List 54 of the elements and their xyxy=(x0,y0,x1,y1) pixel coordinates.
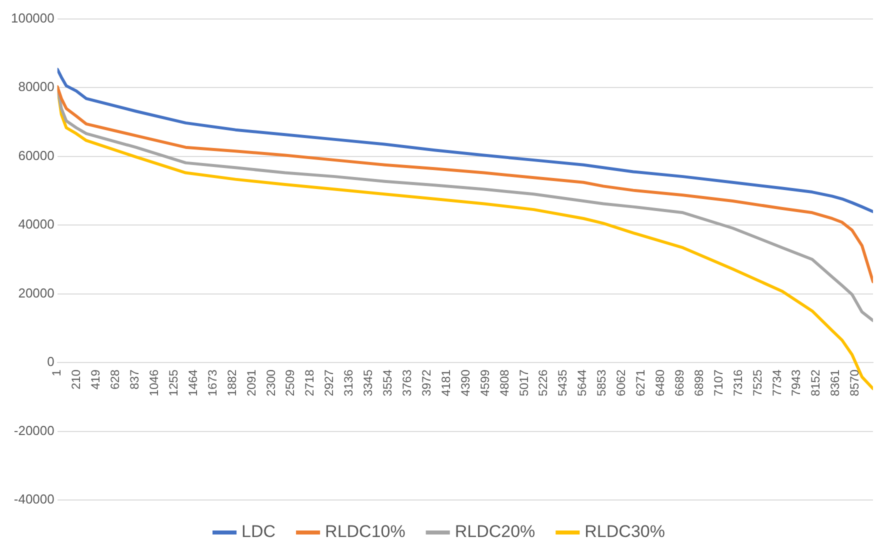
x-tick-label: 6271 xyxy=(634,369,648,396)
x-tick-label: 4599 xyxy=(478,369,492,396)
x-tick-label: 2718 xyxy=(302,369,317,396)
y-tick-label: 80000 xyxy=(18,79,54,94)
x-tick-label: 5226 xyxy=(536,369,550,396)
x-tick-label: 628 xyxy=(108,369,122,390)
x-tick-label: 5017 xyxy=(516,369,531,396)
x-tick-label: 2927 xyxy=(322,369,336,396)
y-tick-label: 60000 xyxy=(18,148,54,163)
x-tick-label: 7107 xyxy=(711,369,726,396)
x-tick-label: 8570 xyxy=(848,369,862,396)
x-tick-label: 837 xyxy=(128,369,142,390)
x-tick-label: 419 xyxy=(88,369,103,390)
y-tick-label: 100000 xyxy=(10,10,54,26)
x-tick-label: 2091 xyxy=(244,369,258,396)
legend-label: RLDC20% xyxy=(454,522,536,542)
legend-label: RLDC10% xyxy=(325,522,406,542)
x-tick-label: 1464 xyxy=(186,369,200,396)
y-tick-label: 40000 xyxy=(18,216,54,232)
x-tick-label: 7316 xyxy=(730,369,745,396)
x-tick-label: 6480 xyxy=(653,369,668,396)
x-tick-label: 1882 xyxy=(224,369,239,396)
x-tick-label: 4181 xyxy=(438,369,453,396)
x-tick-label: 6898 xyxy=(692,369,706,396)
x-tick-label: 7943 xyxy=(789,369,804,396)
y-tick-label: -40000 xyxy=(14,492,54,507)
x-tick-label: 5435 xyxy=(556,369,570,396)
x-tick-label: 1046 xyxy=(147,369,161,396)
x-tick-label: 5853 xyxy=(594,369,609,396)
y-tick-label: -20000 xyxy=(14,422,54,438)
x-tick-label: 5644 xyxy=(575,369,590,396)
x-tick-label: 4808 xyxy=(497,369,512,396)
x-tick-label: 210 xyxy=(69,369,84,390)
x-tick-label: 3136 xyxy=(342,369,356,396)
y-tick-label: 20000 xyxy=(18,285,54,300)
legend-label: RLDC30% xyxy=(584,522,665,542)
x-tick-label: 1255 xyxy=(166,369,180,396)
x-tick-label: 2509 xyxy=(283,369,298,396)
x-tick-label: 3763 xyxy=(400,369,414,396)
x-tick-label: 2300 xyxy=(264,369,278,396)
x-tick-label: 1 xyxy=(50,369,64,376)
x-tick-label: 7734 xyxy=(770,369,784,396)
x-tick-label: 7525 xyxy=(750,369,764,396)
x-tick-label: 3972 xyxy=(419,369,434,396)
x-tick-label: 8361 xyxy=(828,369,842,396)
legend-label: LDC xyxy=(242,522,276,542)
x-tick-label: 6062 xyxy=(614,369,628,396)
y-tick-label: 0 xyxy=(47,354,54,370)
x-tick-label: 8152 xyxy=(808,369,823,396)
x-tick-label: 3345 xyxy=(361,369,376,396)
x-tick-label: 6689 xyxy=(672,369,686,396)
x-tick-label: 3554 xyxy=(380,369,395,396)
x-tick-label: 4390 xyxy=(458,369,472,396)
x-tick-label: 1673 xyxy=(205,369,220,396)
